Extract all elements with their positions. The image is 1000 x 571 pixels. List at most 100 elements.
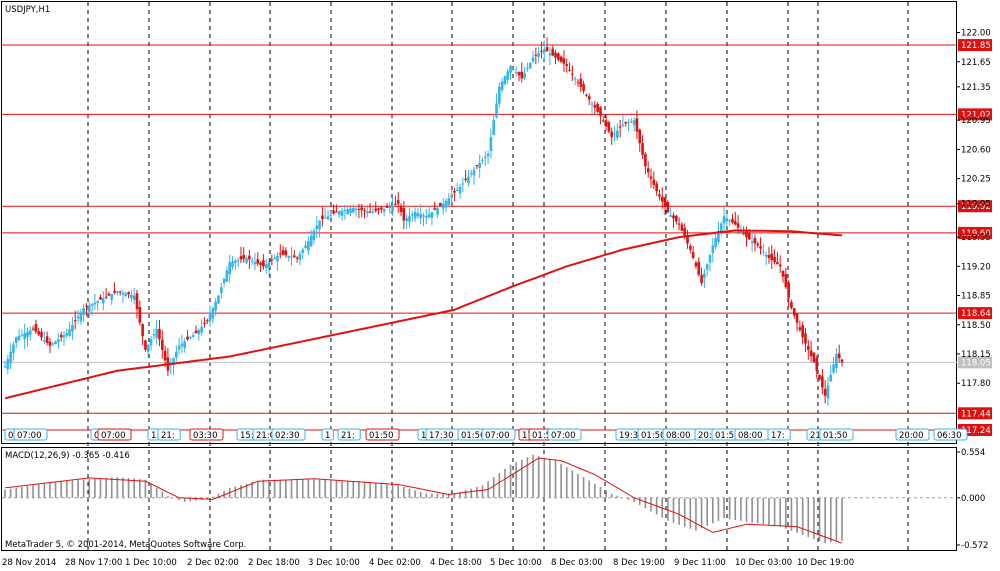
candle-body [357,208,361,210]
candle-body [711,245,715,254]
event-tag [819,428,854,441]
candle-body [37,331,41,335]
candle-body [607,122,611,132]
macd-pane [1,447,957,551]
candle-body [638,129,642,144]
candle-body [486,153,490,157]
candle-body [528,62,532,69]
candle-body [194,330,198,334]
candle-body [256,259,260,264]
candle-body [248,255,251,260]
event-tag-label: 21: [161,431,175,441]
event-tag-label: 07:00 [551,431,576,441]
macd-tick-label: 0.000 [961,494,985,504]
candle-body [96,301,99,303]
candle-body [562,58,566,64]
candle-body [444,200,448,208]
candle-body [697,261,701,275]
candle-body [534,54,538,56]
candle-body [163,350,167,361]
candle-body [495,103,498,118]
price-tick-label: 121.65 [961,58,991,68]
candle-body [278,253,282,255]
candle-body [110,294,114,300]
candle-body [531,57,535,62]
candle-body [124,293,128,297]
candle-body [458,187,462,194]
candle-body [307,241,310,251]
candle-body [121,292,125,295]
candle-body [430,212,434,218]
candle-body [806,346,810,350]
candle-body [253,262,257,265]
time-tick-label: 8 Dec 19:00 [613,558,665,568]
candle-body [419,214,422,219]
candle-body [312,230,316,241]
candle-body [28,330,32,335]
candle-body [380,207,383,210]
candle-body [742,233,745,235]
candle-body [469,173,473,175]
level-badge [958,39,992,52]
candle-body [366,211,369,214]
candle-body [526,68,529,70]
candle-body [840,359,844,363]
candle-body [34,324,38,332]
candle-body [132,295,136,300]
candle-body [23,333,26,340]
candle-body [540,50,543,52]
candle-body [79,312,83,322]
price-tick-label: 119.95 [961,200,991,210]
candle-body [304,245,307,249]
candle-body [677,223,681,225]
candle-body [59,334,63,338]
candle-body [759,246,762,249]
time-tick-label: 2 Dec 02:00 [187,558,239,568]
candle-body [837,353,841,359]
event-tag-label: 06:30 [937,431,962,441]
time-tick-label: 10 Dec 03:00 [735,558,792,568]
candle-body [624,121,628,124]
candle-body [610,131,613,137]
candle-body [596,103,599,112]
candle-body [748,233,751,240]
event-tag-label: 21: [810,431,824,441]
event-tag-label: 17:30 [429,431,454,441]
candle-body [835,354,838,368]
event-tag [895,428,930,441]
candle-body [652,179,656,185]
price-label: 118.05 [961,358,991,368]
candle-body [705,264,709,270]
candle-body [781,270,785,277]
candle-body [242,254,246,259]
event-tag [189,428,224,441]
candle-body [489,136,493,152]
event-tag [97,428,132,441]
candle-body [160,339,164,350]
candle-body [177,345,181,350]
candle-body [464,178,467,181]
candle-body [542,49,546,53]
candle-body [500,81,504,91]
level-badge [958,200,992,213]
event-tags: 03:07:0003:07:00121:03:3015:3021:0002:30… [4,428,968,441]
candle-body [450,195,453,198]
candle-body [506,71,510,80]
candle-body [315,225,319,230]
candle-body [374,208,378,211]
candle-body [776,262,779,265]
candle-body [245,257,248,263]
level-badge [958,307,992,320]
event-tag-label: 01:50 [369,431,394,441]
candle-body [523,73,526,79]
candle-body [113,290,116,293]
candle-body [62,335,66,338]
event-tag-label: 1 [151,431,156,441]
candle-body [337,211,341,215]
macd-axis: 0.554 0.000 -0.572 [956,448,988,551]
candle-body [750,241,754,244]
candle-body [118,291,122,293]
candle-body [795,313,799,323]
candle-body [767,255,771,258]
